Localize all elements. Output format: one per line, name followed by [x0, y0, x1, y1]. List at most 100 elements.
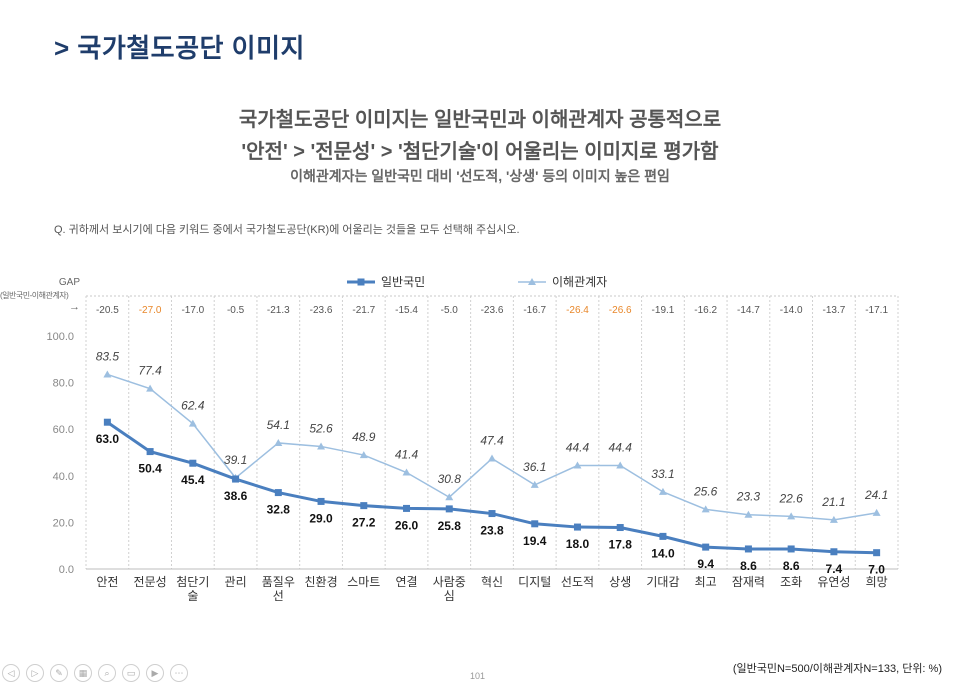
series-point-stakeholder: [787, 512, 796, 520]
data-label-public: 9.4: [697, 557, 714, 571]
series-point-stakeholder: [274, 438, 283, 446]
gap-value: -5.0: [441, 305, 459, 316]
prev-icon[interactable]: ◁: [2, 664, 20, 682]
data-label-stakeholder: 47.4: [480, 434, 504, 448]
gap-value: -23.6: [481, 305, 504, 316]
y-tick-label: 100.0: [46, 331, 74, 343]
play-icon[interactable]: ▷: [26, 664, 44, 682]
pen-icon[interactable]: ✎: [50, 664, 68, 682]
gap-value: -17.0: [181, 305, 204, 316]
data-label-stakeholder: 48.9: [352, 430, 376, 444]
gap-arrow-icon: →: [69, 301, 80, 313]
gap-value: -17.1: [865, 305, 888, 316]
legend-marker-public: [357, 278, 365, 286]
x-tick-label: 술: [187, 589, 198, 603]
gap-sublabel-text: (일반국민-이해관계자): [0, 291, 69, 300]
presentation-toolbar: ◁ ▷ ✎ ▦ ⌕ ▭ ▶ ⋯: [2, 664, 188, 682]
data-label-stakeholder: 39.1: [224, 453, 247, 467]
series-point-public: [702, 543, 710, 551]
series-point-public: [146, 448, 154, 456]
data-label-public: 7.4: [826, 562, 843, 576]
series-point-stakeholder: [573, 461, 582, 469]
x-tick-label: 친환경: [304, 575, 337, 589]
data-label-stakeholder: 21.1: [821, 495, 845, 509]
zoom-icon[interactable]: ⌕: [98, 664, 116, 682]
gap-value: -13.7: [822, 305, 845, 316]
window-icon[interactable]: ▭: [122, 664, 140, 682]
series-point-public: [659, 532, 667, 540]
page-number: 101: [470, 671, 486, 681]
data-label-stakeholder: 54.1: [267, 418, 290, 432]
data-label-public: 17.8: [609, 538, 633, 552]
gap-value: -16.2: [694, 305, 717, 316]
x-tick-label: 선: [273, 589, 284, 603]
x-tick-label: 첨단기: [176, 575, 209, 589]
data-label-public: 18.0: [566, 537, 590, 551]
data-label-stakeholder: 41.4: [395, 448, 419, 462]
data-label-public: 7.0: [868, 563, 885, 577]
x-tick-label: 조화: [780, 575, 802, 589]
x-tick-label: 스마트: [347, 575, 380, 589]
survey-question: Q. 귀하께서 보시기에 다음 키워드 중에서 국가철도공단(KR)에 어울리는…: [54, 224, 520, 236]
headline-1: 국가철도공단 이미지는 일반국민과 이해관계자 공통적으로: [238, 109, 722, 131]
series-point-public: [531, 520, 539, 528]
series-point-stakeholder: [744, 510, 753, 518]
data-label-stakeholder: 52.6: [309, 421, 333, 435]
gap-value: -14.0: [780, 305, 803, 316]
data-label-stakeholder: 44.4: [566, 441, 590, 455]
data-label-stakeholder: 44.4: [609, 441, 633, 455]
x-tick-label: 심: [444, 589, 455, 603]
more-icon[interactable]: ⋯: [170, 664, 188, 682]
data-label-stakeholder: 77.4: [138, 364, 162, 378]
series-point-public: [873, 549, 881, 557]
data-label-public: 63.0: [96, 432, 120, 446]
series-point-stakeholder: [146, 384, 155, 392]
footnote: (일반국민N=500/이해관계자N=133, 단위: %): [732, 663, 942, 675]
x-tick-label: 상생: [609, 575, 631, 589]
grid-icon[interactable]: ▦: [74, 664, 92, 682]
series-point-public: [488, 510, 496, 518]
data-label-stakeholder: 23.3: [736, 490, 761, 504]
series-point-public: [744, 545, 752, 553]
gap-value: -16.7: [523, 305, 546, 316]
y-tick-label: 40.0: [53, 471, 74, 483]
series-point-public: [616, 524, 624, 532]
data-label-public: 50.4: [138, 462, 162, 476]
x-tick-label: 희망: [866, 575, 888, 589]
y-tick-label: 60.0: [53, 424, 74, 436]
data-label-public: 45.4: [181, 473, 205, 487]
gap-value: -21.7: [352, 305, 375, 316]
y-tick-label: 20.0: [53, 517, 74, 529]
series-point-public: [830, 548, 838, 556]
x-tick-label: 잠재력: [732, 575, 765, 589]
data-label-public: 19.4: [523, 534, 547, 548]
series-point-public: [103, 418, 111, 426]
gap-value: -19.1: [652, 305, 675, 316]
line-chart: 0.0 20.0 40.0 60.0 80.0 100.0 -20.5 -27.0 -17.0 -…: [46, 275, 899, 603]
x-tick-label: 최고: [695, 575, 717, 589]
gap-label-text: GAP: [58, 277, 80, 288]
series-point-stakeholder: [530, 480, 539, 488]
series-point-public: [403, 504, 411, 512]
series-point-public: [232, 475, 240, 483]
x-tick-label: 기대감: [646, 575, 679, 589]
gap-value: -20.5: [96, 305, 119, 316]
series-point-public: [787, 545, 795, 553]
data-label-public: 8.6: [783, 559, 800, 573]
gap-value: -0.5: [227, 305, 245, 316]
x-tick-label: 선도적: [561, 575, 594, 589]
series-point-stakeholder: [616, 461, 625, 469]
series-point-stakeholder: [445, 493, 454, 501]
gap-value: -23.6: [310, 305, 333, 316]
legend-label-public: 일반국민: [381, 275, 425, 289]
data-label-public: 27.2: [352, 516, 376, 530]
data-label-stakeholder: 25.6: [693, 484, 718, 498]
data-label-public: 32.8: [267, 503, 291, 517]
x-tick-label: 품질우: [262, 575, 295, 589]
series-point-stakeholder: [829, 515, 838, 523]
x-tick-label: 디지털: [518, 575, 551, 589]
series-point-public: [573, 523, 581, 531]
gap-value: -14.7: [737, 305, 760, 316]
data-label-stakeholder: 62.4: [181, 399, 205, 413]
video-icon[interactable]: ▶: [146, 664, 164, 682]
